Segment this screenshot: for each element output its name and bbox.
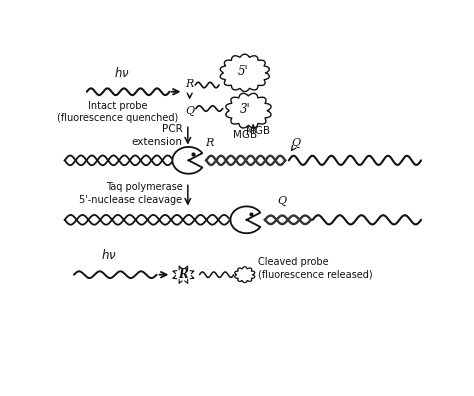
Polygon shape — [235, 267, 255, 283]
Text: R: R — [205, 138, 213, 148]
Text: Taq polymerase
5'-nuclease cleavage: Taq polymerase 5'-nuclease cleavage — [79, 182, 182, 205]
Text: MGB: MGB — [233, 130, 257, 141]
Text: 5': 5' — [237, 65, 248, 78]
Text: $h\nu$: $h\nu$ — [114, 66, 129, 80]
Text: 3': 3' — [240, 103, 251, 116]
Polygon shape — [230, 206, 260, 233]
Text: R: R — [185, 79, 194, 89]
Text: Cleaved probe
(fluorescence released): Cleaved probe (fluorescence released) — [258, 257, 372, 280]
Polygon shape — [226, 93, 271, 128]
Text: MGB: MGB — [246, 126, 270, 136]
Polygon shape — [220, 54, 269, 91]
Polygon shape — [173, 147, 202, 174]
Text: $h\nu$: $h\nu$ — [101, 248, 117, 262]
Text: Q: Q — [277, 196, 286, 206]
Text: PCR
extension: PCR extension — [131, 124, 182, 147]
Text: Q: Q — [185, 107, 194, 116]
Text: R: R — [179, 268, 188, 281]
Text: Intact probe
(fluorescence quenched): Intact probe (fluorescence quenched) — [57, 101, 179, 123]
Text: Q: Q — [292, 138, 301, 148]
